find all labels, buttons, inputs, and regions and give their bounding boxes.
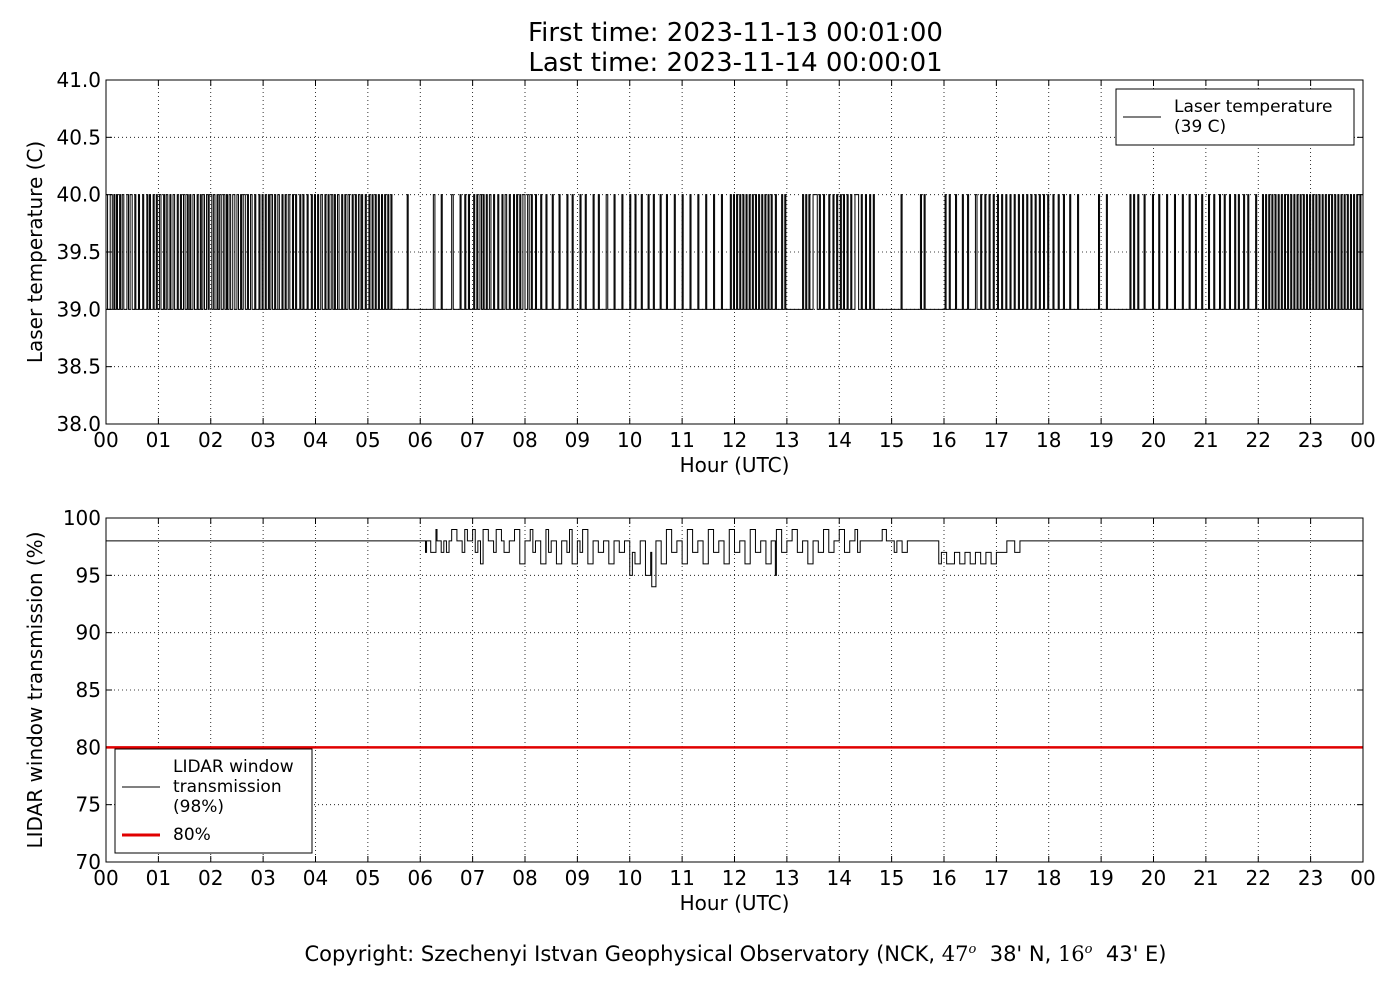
lidar-x-tick-label: 18 [1036, 866, 1061, 890]
lidar-x-tick-label: 06 [408, 866, 433, 890]
temp-x-tick-label: 09 [565, 428, 590, 452]
temp-plot-frame [105, 79, 1364, 425]
temp-x-tick-label: 20 [1141, 428, 1166, 452]
lidar-x-tick-label: 05 [355, 866, 380, 890]
temp-legend-label: Laser temperature [1174, 97, 1332, 117]
lidar-x-tick-label: 19 [1088, 866, 1113, 890]
lidar-legend-label: LIDAR window [173, 757, 294, 777]
lidar-x-tick-label: 17 [984, 866, 1009, 890]
lidar-y-tick-label: 80 [76, 735, 101, 759]
lidar-transmission-chart: 00 01 02 03 04 05 06 07 08 09 10 11 12 13 14 15 16 17 18 19… [23, 506, 1376, 915]
lidar-y-tick-label: 100 [63, 506, 101, 530]
lidar-y-tick-label: 75 [76, 793, 101, 817]
temp-x-tick-label: 23 [1298, 428, 1323, 452]
lidar-legend-label: (98%) [173, 797, 224, 817]
lidar-y-tick-label: 70 [76, 850, 101, 874]
temp-x-tick-label: 10 [617, 428, 642, 452]
temp-x-tick-label: 08 [512, 428, 537, 452]
lidar-x-tick-label: 21 [1193, 866, 1218, 890]
temp-y-axis-label: Laser temperature (C) [23, 141, 47, 363]
temp-x-tick-label: 03 [250, 428, 275, 452]
temp-x-tick-label: 17 [984, 428, 1009, 452]
latitude-degree-mark: o [968, 942, 977, 957]
latitude-minutes: 38' N, [989, 942, 1058, 966]
temp-x-tick-label: 21 [1193, 428, 1218, 452]
lidar-x-axis-label: Hour (UTC) [680, 891, 790, 915]
temp-x-tick-label: 01 [146, 428, 171, 452]
lidar-x-tick-label: 11 [669, 866, 694, 890]
lidar-y-tick-label: 95 [76, 563, 101, 587]
temp-x-tick-label: 00 [1350, 428, 1375, 452]
lidar-x-tick-label: 20 [1141, 866, 1166, 890]
temp-y-tick-label: 39.0 [56, 297, 101, 321]
lidar-y-tick-label: 85 [76, 678, 101, 702]
temp-x-tick-label: 04 [303, 428, 328, 452]
lidar-x-tick-label: 03 [250, 866, 275, 890]
temp-x-tick-label: 12 [722, 428, 747, 452]
lidar-plot-frame [105, 517, 1364, 863]
lidar-x-tick-label: 04 [303, 866, 328, 890]
lidar-x-tick-label: 13 [774, 866, 799, 890]
temp-x-tick-label: 18 [1036, 428, 1061, 452]
temp-x-tick-label: 05 [355, 428, 380, 452]
temp-x-axis-label: Hour (UTC) [680, 453, 790, 477]
temp-y-tick-label: 41.0 [56, 68, 101, 92]
lidar-y-tick-label: 90 [76, 621, 101, 645]
copyright-notice: Copyright: Szechenyi Istvan Geophysical … [0, 936, 1400, 968]
lidar-x-tick-label: 00 [93, 866, 118, 890]
temp-x-tick-label: 02 [198, 428, 223, 452]
lidar-x-tick-label: 02 [198, 866, 223, 890]
lidar-x-tick-label: 16 [931, 866, 956, 890]
laser-temperature-chart: 00 01 02 03 04 05 06 07 08 09 10 11 12 13 14 15 16 17 18 19… [23, 68, 1376, 477]
temp-x-tick-label: 11 [669, 428, 694, 452]
temp-y-tick-label: 40.5 [56, 125, 101, 149]
lidar-x-tick-label: 00 [1350, 866, 1375, 890]
first-time-label: First time: 2023-11-13 00:01:00 [528, 18, 943, 48]
lidar-legend-label: transmission [173, 777, 282, 797]
temp-x-tick-label: 19 [1088, 428, 1113, 452]
longitude-minutes: 43' E) [1105, 942, 1167, 966]
chart-title: First time: 2023-11-13 00:01:00 Last tim… [0, 18, 1400, 78]
temp-y-tick-label: 38.0 [56, 412, 101, 436]
temp-x-tick-label: 22 [1246, 428, 1271, 452]
temp-x-tick-label: 07 [460, 428, 485, 452]
longitude-degrees: 16 [1057, 942, 1085, 966]
lidar-x-tick-label: 08 [512, 866, 537, 890]
longitude-degree-mark: o [1084, 942, 1093, 957]
laser-temperature-series [105, 194, 1363, 310]
temp-y-tick-label: 39.5 [56, 240, 101, 264]
temp-x-tick-label: 16 [931, 428, 956, 452]
lidar-legend-label: 80% [173, 825, 211, 845]
temp-legend-label: (39 C) [1174, 117, 1226, 137]
lidar-transmission-series [106, 528, 1363, 588]
lidar-x-tick-label: 22 [1246, 866, 1271, 890]
latitude-degrees: 47 [941, 942, 969, 966]
temp-x-tick-label: 14 [827, 428, 852, 452]
lidar-x-tick-label: 01 [146, 866, 171, 890]
lidar-x-tick-label: 23 [1298, 866, 1323, 890]
temp-x-tick-label: 13 [774, 428, 799, 452]
temp-x-tick-label: 00 [93, 428, 118, 452]
lidar-x-tick-label: 14 [827, 866, 852, 890]
last-time-label: Last time: 2023-11-14 00:00:01 [528, 48, 943, 78]
temp-x-tick-label: 15 [879, 428, 904, 452]
temp-x-tick-label: 06 [408, 428, 433, 452]
lidar-x-tick-label: 09 [565, 866, 590, 890]
copyright-prefix: Copyright: Szechenyi Istvan Geophysical … [304, 942, 942, 966]
lidar-x-tick-label: 10 [617, 866, 642, 890]
lidar-x-tick-label: 12 [722, 866, 747, 890]
temp-y-tick-label: 40.0 [56, 183, 101, 207]
lidar-y-axis-label: LIDAR window transmission (%) [23, 532, 47, 849]
temp-y-tick-label: 38.5 [56, 355, 101, 379]
lidar-x-tick-label: 07 [460, 866, 485, 890]
lidar-x-tick-label: 15 [879, 866, 904, 890]
